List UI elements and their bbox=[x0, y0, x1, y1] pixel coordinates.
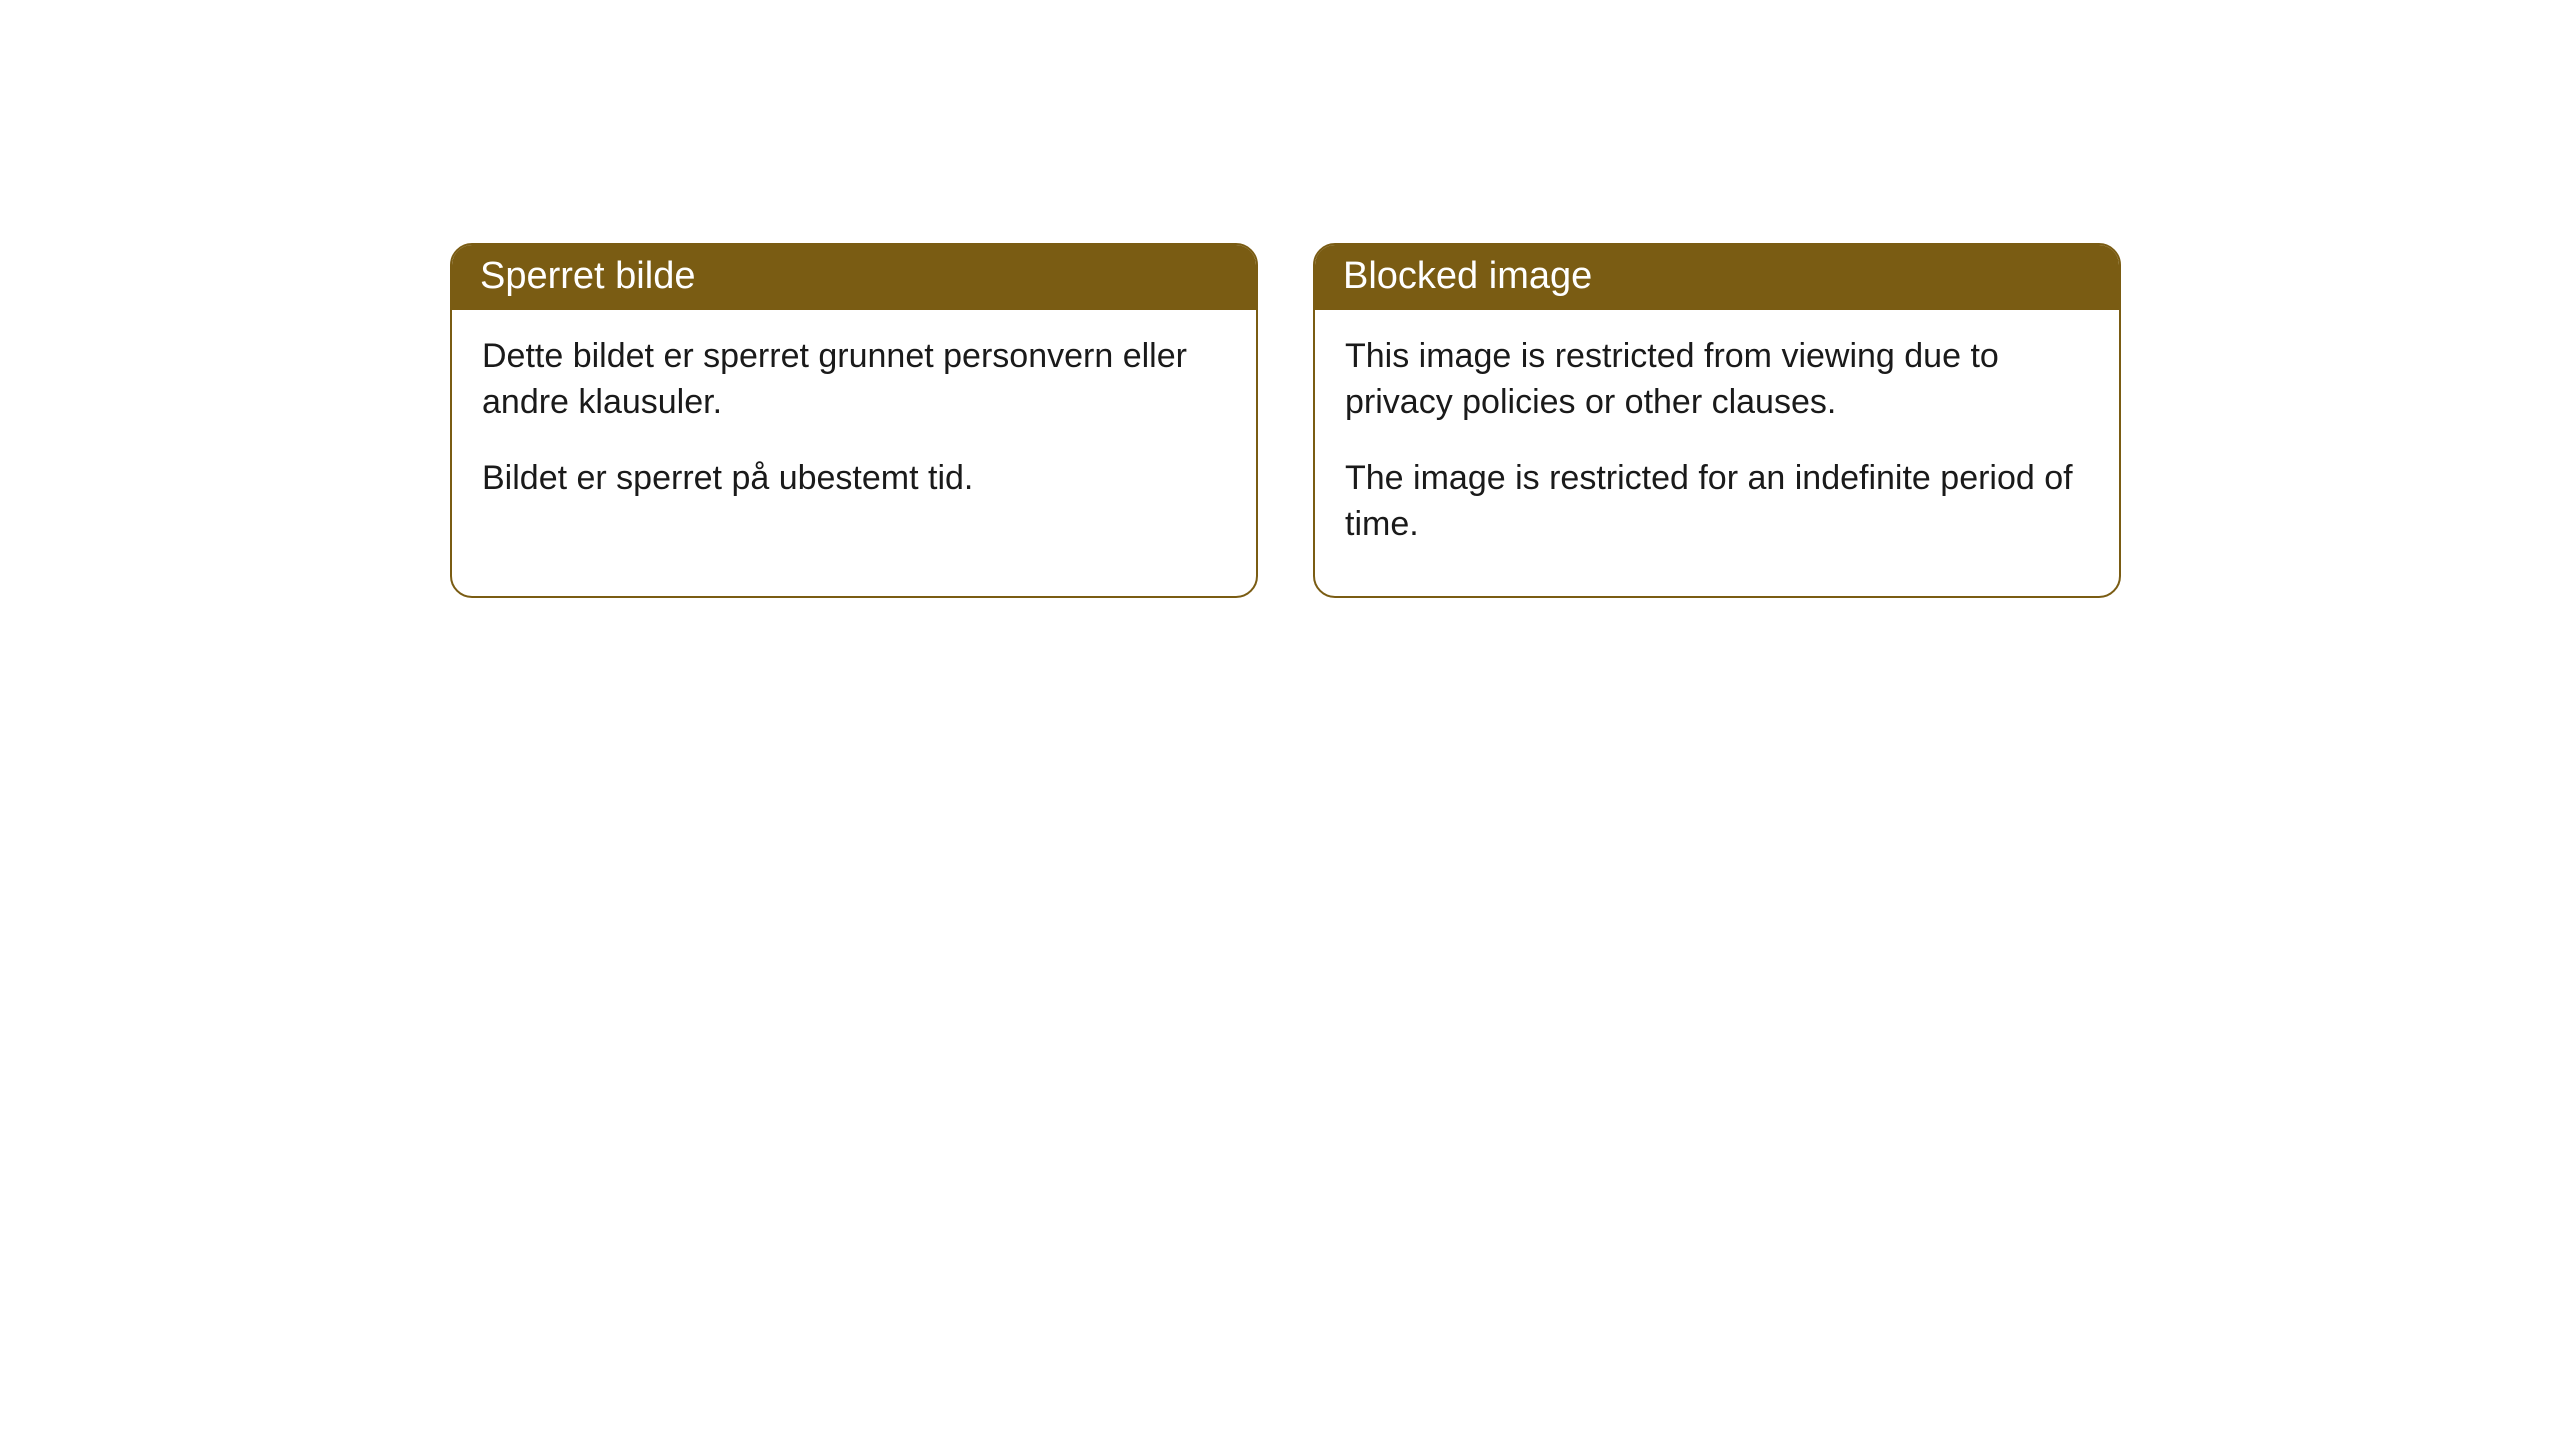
card-body: Dette bildet er sperret grunnet personve… bbox=[452, 310, 1256, 550]
card-body: This image is restricted from viewing du… bbox=[1315, 310, 2119, 596]
blocked-image-card-english: Blocked image This image is restricted f… bbox=[1313, 243, 2121, 598]
notice-cards-container: Sperret bilde Dette bildet er sperret gr… bbox=[0, 0, 2560, 598]
card-paragraph: This image is restricted from viewing du… bbox=[1345, 334, 2089, 426]
card-title: Sperret bilde bbox=[480, 255, 695, 297]
card-header: Sperret bilde bbox=[452, 245, 1256, 310]
card-paragraph: Bildet er sperret på ubestemt tid. bbox=[482, 456, 1226, 502]
card-title: Blocked image bbox=[1343, 255, 1592, 297]
card-paragraph: The image is restricted for an indefinit… bbox=[1345, 456, 2089, 548]
card-paragraph: Dette bildet er sperret grunnet personve… bbox=[482, 334, 1226, 426]
blocked-image-card-norwegian: Sperret bilde Dette bildet er sperret gr… bbox=[450, 243, 1258, 598]
card-header: Blocked image bbox=[1315, 245, 2119, 310]
